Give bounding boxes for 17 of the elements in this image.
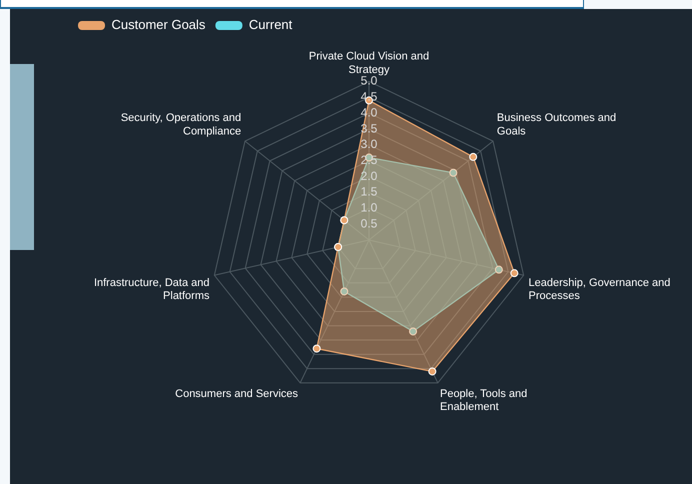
spoke-label: Business Outcomes and Goals <box>496 112 616 138</box>
spoke-label: Leadership, Governance and Processes <box>528 277 670 302</box>
y-tick-label: 3.0 <box>360 137 378 152</box>
y-tick-label: 1.0 <box>360 200 378 215</box>
spoke-label: Consumers and Services <box>175 388 299 400</box>
spoke-label: Security, Operations and Compliance <box>120 112 242 138</box>
y-tick-label: 4.5 <box>360 90 378 104</box>
legend-label: Current <box>248 17 293 32</box>
spoke-label: Private Cloud Vision and Strategy <box>308 50 430 76</box>
y-tick-label: 1.5 <box>360 184 378 199</box>
spoke-label: People, Tools and Enablement <box>440 388 528 414</box>
y-tick-label: 2.0 <box>360 168 378 183</box>
y-tick-label: 2.5 <box>360 153 378 168</box>
y-tick-label: 0.5 <box>360 216 378 230</box>
spoke-label: Infrastructure, Data and Platforms <box>94 277 210 302</box>
y-tick-label: 5.0 <box>360 74 378 88</box>
legend-label: Customer Goals <box>112 17 206 32</box>
